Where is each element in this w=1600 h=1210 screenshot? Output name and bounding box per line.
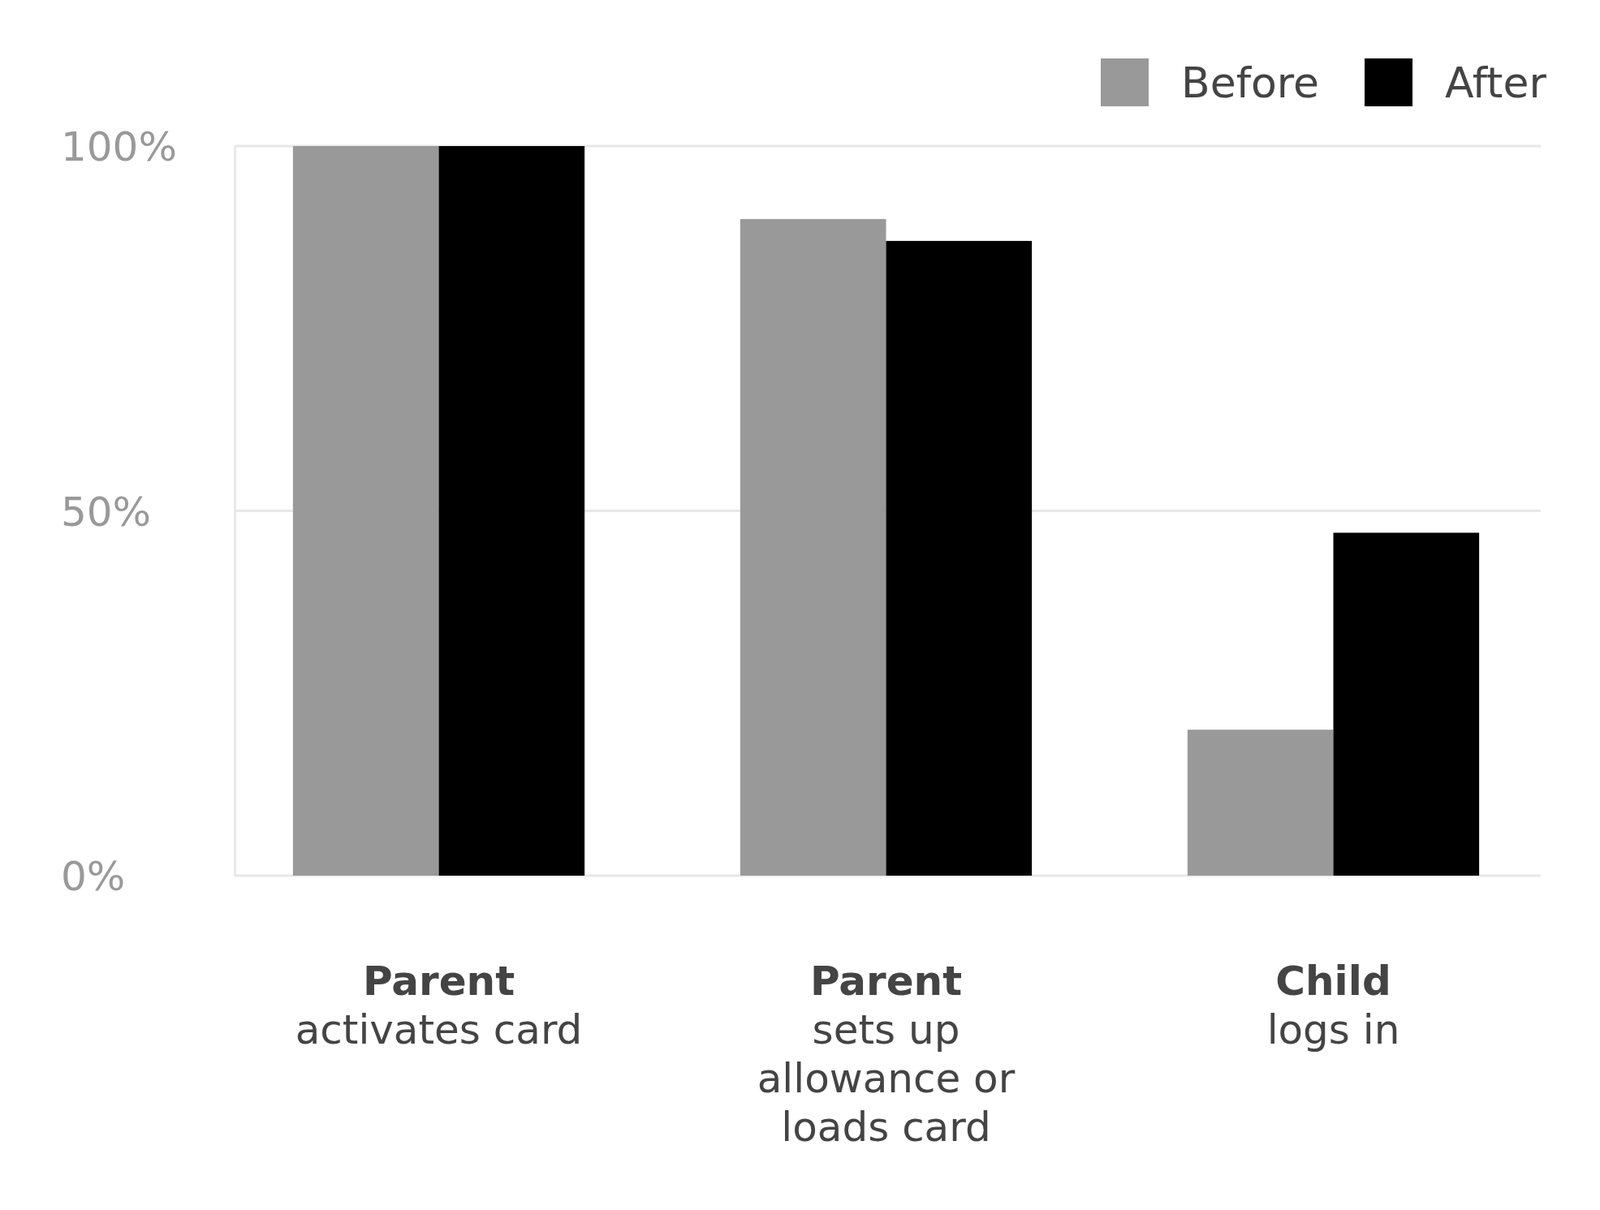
legend-swatch bbox=[1364, 58, 1413, 107]
bars bbox=[293, 146, 1480, 876]
y-tick: 0% bbox=[60, 853, 235, 901]
y-tick: 50% bbox=[60, 488, 235, 536]
legend-label: After bbox=[1444, 58, 1547, 108]
y-tick-label: 50% bbox=[60, 488, 151, 536]
legend-label: Before bbox=[1181, 58, 1320, 108]
x-tick-label: Parentactivates card bbox=[295, 957, 583, 1054]
y-axis: 0% 50% 100% bbox=[60, 123, 236, 901]
x-axis-line bbox=[215, 875, 1558, 877]
bar bbox=[293, 146, 440, 876]
x-tick-label: Parentsets upallowance orloads card bbox=[757, 957, 1016, 1152]
legend-item: After bbox=[1364, 58, 1547, 108]
x-tick: Parentactivates card bbox=[295, 875, 583, 1054]
bar bbox=[439, 146, 586, 876]
y-tick-label: 0% bbox=[60, 853, 126, 901]
x-axis: Parentactivates card Parentsets upallowan… bbox=[215, 875, 1558, 1152]
bar bbox=[886, 241, 1033, 876]
bar bbox=[1187, 729, 1334, 876]
bar bbox=[740, 219, 887, 876]
chart: 0% 50% 100% Parentactivates card Parentsets … bbox=[0, 0, 1600, 1210]
y-tick-label: 100% bbox=[60, 123, 177, 171]
x-tick: Parentsets upallowance orloads card bbox=[757, 875, 1016, 1152]
x-tick: Childlogs in bbox=[1267, 875, 1401, 1054]
bar bbox=[1333, 532, 1480, 876]
legend-swatch bbox=[1100, 58, 1149, 107]
y-axis-line bbox=[233, 146, 237, 877]
grid bbox=[234, 146, 1541, 876]
x-tick-label: Childlogs in bbox=[1267, 957, 1401, 1054]
legend-item: Before bbox=[1100, 58, 1320, 108]
y-tick: 100% bbox=[60, 123, 235, 171]
legend: Before After bbox=[1100, 58, 1547, 108]
